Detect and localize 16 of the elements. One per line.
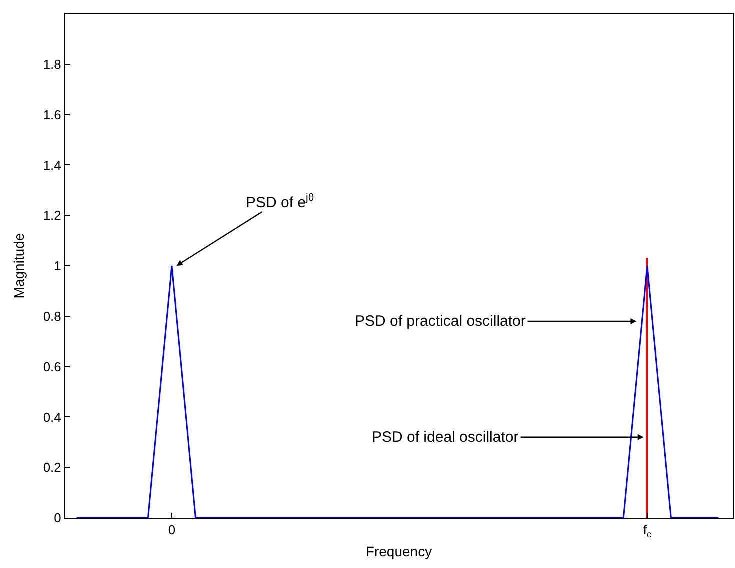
y-tick-label: 1.8 <box>43 56 62 72</box>
annotation: PSD of ideal oscillator <box>372 429 519 446</box>
y-tick-label: 0.2 <box>43 460 62 476</box>
y-tick-label: 0.8 <box>43 308 62 324</box>
y-tick-label: 1.6 <box>43 107 62 122</box>
annotation: PSD of e$^{jθ}$ <box>246 192 314 212</box>
y-axis-title: Magnitude <box>10 233 27 299</box>
y-tick-label: 0.6 <box>43 359 62 374</box>
x-axis-title: Frequency <box>366 544 432 560</box>
y-tick-label: 0 <box>54 510 62 526</box>
y-tick-label: 1.2 <box>43 208 62 224</box>
y-tick-label: 1.4 <box>43 158 62 173</box>
x-tick-label: f$_{c}$ <box>643 522 652 540</box>
y-tick-label: 0.4 <box>43 410 62 425</box>
annotation: PSD of practical oscillator <box>355 313 526 330</box>
y-tick-label: 1 <box>54 258 62 274</box>
